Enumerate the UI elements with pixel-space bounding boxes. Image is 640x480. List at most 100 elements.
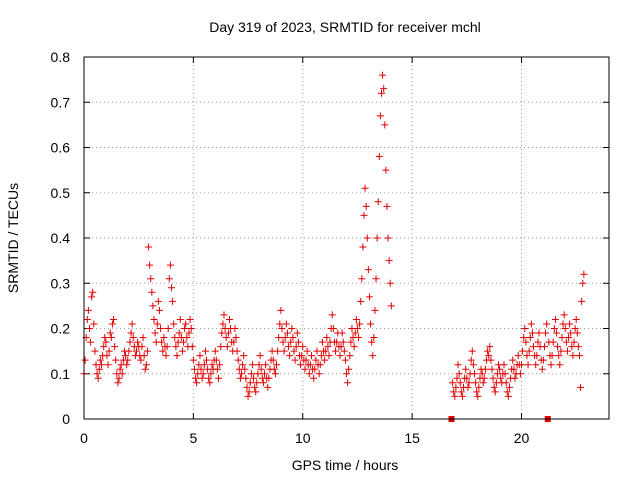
data-point <box>93 370 101 378</box>
data-point <box>511 374 519 382</box>
data-point <box>387 302 395 310</box>
data-point <box>356 320 364 328</box>
data-point <box>332 347 340 355</box>
data-point <box>462 365 470 373</box>
data-point <box>224 329 232 337</box>
data-point <box>470 370 478 378</box>
data-point <box>457 388 465 396</box>
y-axis-label: SRMTID / TECUs <box>5 183 21 293</box>
data-point <box>463 374 471 382</box>
data-point <box>160 334 168 342</box>
data-point <box>361 184 369 192</box>
data-point <box>547 361 555 369</box>
data-point <box>488 365 496 373</box>
data-point <box>147 275 155 283</box>
data-point <box>369 352 377 360</box>
data-point <box>278 325 286 332</box>
data-point <box>363 234 371 242</box>
data-point <box>475 383 483 391</box>
data-point <box>143 347 151 355</box>
data-point <box>169 297 177 305</box>
data-point <box>312 356 320 364</box>
data-point <box>206 379 214 387</box>
data-point <box>187 325 195 332</box>
data-point <box>252 388 260 396</box>
data-point <box>364 266 372 274</box>
data-point <box>501 370 509 378</box>
data-point <box>525 347 533 355</box>
data-point <box>199 370 207 378</box>
data-point <box>527 320 535 328</box>
data-points <box>80 71 588 422</box>
data-point <box>110 315 118 323</box>
data-point <box>497 374 505 382</box>
data-point <box>222 334 230 342</box>
data-point <box>357 297 365 305</box>
data-point <box>380 85 388 93</box>
data-point <box>255 361 263 369</box>
data-point <box>127 329 135 337</box>
data-point <box>114 379 122 387</box>
data-point <box>451 392 459 400</box>
data-point <box>201 347 209 355</box>
data-point <box>172 343 180 351</box>
data-point <box>301 365 309 373</box>
data-point <box>101 334 109 342</box>
data-point <box>328 311 336 319</box>
data-point <box>538 365 546 373</box>
data-point <box>141 365 149 373</box>
data-point <box>281 334 289 342</box>
data-point <box>270 365 278 373</box>
data-point <box>454 361 462 369</box>
data-point <box>571 325 579 332</box>
data-point <box>535 329 543 337</box>
y-tick-label: 0.4 <box>51 230 71 246</box>
data-point <box>285 343 293 351</box>
data-point <box>157 325 165 332</box>
data-point <box>355 334 363 342</box>
data-point <box>379 71 387 79</box>
data-point <box>318 338 326 346</box>
data-point <box>241 365 249 373</box>
data-point <box>385 257 393 265</box>
data-point <box>265 374 273 382</box>
data-point <box>183 334 191 342</box>
data-point <box>181 325 189 332</box>
data-point <box>323 334 331 342</box>
data-point <box>455 370 463 378</box>
data-point <box>277 306 285 314</box>
data-point <box>311 365 319 373</box>
data-point <box>333 338 341 346</box>
data-point <box>216 361 224 369</box>
data-point <box>580 270 588 278</box>
data-point <box>203 356 210 364</box>
data-point <box>175 329 183 337</box>
data-point <box>112 356 120 364</box>
data-point <box>164 325 172 332</box>
data-point <box>325 352 333 360</box>
data-point <box>474 392 482 400</box>
data-point <box>124 356 132 364</box>
data-point <box>569 352 577 360</box>
data-point <box>105 347 113 355</box>
data-point <box>317 352 325 360</box>
data-point <box>108 320 116 328</box>
y-tick-label: 0.8 <box>51 49 71 65</box>
data-point <box>563 347 571 355</box>
data-point <box>162 352 170 360</box>
data-point <box>329 325 337 332</box>
data-point <box>223 343 231 351</box>
data-point <box>557 347 565 355</box>
data-point <box>219 320 227 328</box>
data-point <box>526 334 534 342</box>
data-point <box>346 352 354 360</box>
data-point <box>347 338 355 346</box>
data-point <box>384 234 392 242</box>
data-point <box>283 329 291 337</box>
data-point <box>245 388 253 396</box>
data-point <box>163 343 171 351</box>
data-point <box>308 352 315 360</box>
data-point <box>374 198 382 206</box>
data-point <box>558 334 566 342</box>
data-point <box>168 284 175 292</box>
